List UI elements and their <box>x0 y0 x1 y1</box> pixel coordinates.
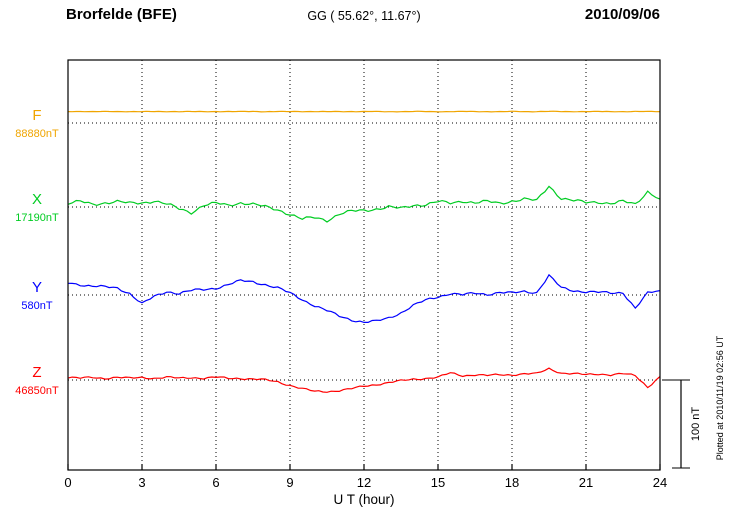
trace-Z <box>67 367 661 393</box>
component-label-F: F <box>32 107 42 124</box>
x-tick-label: 15 <box>431 475 445 490</box>
scale-bar-label: 100 nT <box>690 406 702 442</box>
date-label: 2010/09/06 <box>584 6 660 23</box>
x-tick-label: 0 <box>64 475 71 490</box>
component-label-X: X <box>31 191 42 208</box>
x-tick-label: 24 <box>653 475 667 490</box>
plotted-at-note: Plotted at 2010/11/19 02:56 UT <box>715 335 725 461</box>
component-label-Y: Y <box>31 279 42 296</box>
plot-frame <box>67 59 661 471</box>
component-baseline-value-X: 17190nT <box>15 212 59 224</box>
trace-F <box>67 110 661 113</box>
x-tick-label: 3 <box>138 475 145 490</box>
component-baseline-value-Z: 46850nT <box>15 385 59 397</box>
x-tick-label: 9 <box>286 475 293 490</box>
component-label-Z: Z <box>32 364 42 381</box>
station-title: Brorfelde (BFE) <box>66 6 177 23</box>
x-tick-label: 21 <box>579 475 593 490</box>
component-baseline-value-F: 88880nT <box>15 128 59 140</box>
trace-X <box>67 185 661 223</box>
x-tick-label: 6 <box>212 475 219 490</box>
geographic-coords-label: GG ( 55.62°, 11.67°) <box>307 9 421 23</box>
trace-Y <box>67 273 661 323</box>
x-tick-label: 12 <box>357 475 371 490</box>
x-axis-label: U T (hour) <box>333 492 395 507</box>
component-baseline-value-Y: 580nT <box>21 300 53 312</box>
x-tick-label: 18 <box>505 475 519 490</box>
